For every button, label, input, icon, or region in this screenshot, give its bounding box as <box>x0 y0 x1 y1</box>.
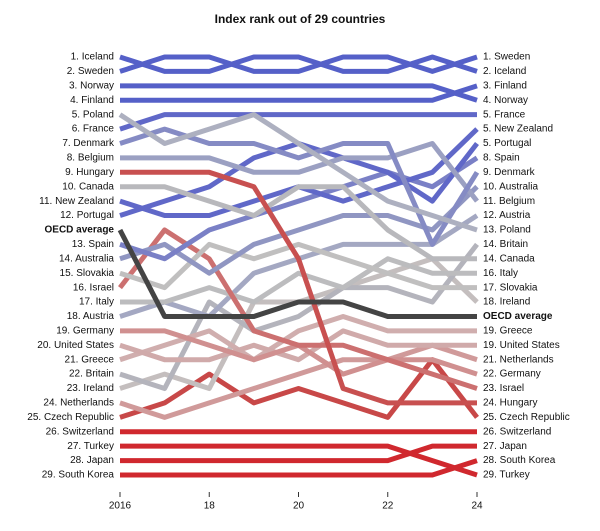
left-label: 26. Switzerland <box>46 426 114 437</box>
rank-line <box>119 313 477 363</box>
right-label: 26. Switzerland <box>483 426 551 437</box>
rank-line <box>120 443 478 478</box>
right-label: 3. Finland <box>483 80 527 91</box>
rank-line <box>119 328 477 363</box>
left-label: 20. United States <box>37 340 114 351</box>
right-label: 17. Slovakia <box>483 282 538 293</box>
right-label: 5. Portugal <box>483 138 531 149</box>
right-label: 19. Greece <box>483 326 533 337</box>
rank-line <box>120 184 477 262</box>
rank-line <box>120 443 477 464</box>
left-label: 23. Ireland <box>67 383 114 394</box>
x-tick-label: 2016 <box>109 501 132 512</box>
rank-line <box>117 228 477 319</box>
right-label: 9. Denmark <box>483 167 536 178</box>
left-label: 18. Austria <box>67 311 115 322</box>
x-tick-label: 18 <box>204 501 216 512</box>
x-tick-label: 22 <box>382 501 394 512</box>
rank-line <box>120 256 477 305</box>
left-label: 25. Czech Republic <box>27 412 114 423</box>
right-label: 13. Poland <box>483 225 531 236</box>
right-label: 5. New Zealand <box>483 124 553 135</box>
right-label: 23. Israel <box>483 383 524 394</box>
left-label: 5. Poland <box>72 109 114 120</box>
rank-line <box>119 140 479 218</box>
labels: 2016 18 20 22 24 29. South Korea 28. South Kor… <box>27 52 569 512</box>
rank-line <box>119 241 477 291</box>
left-label: 21. Greece <box>65 354 115 365</box>
right-label: 12. Austria <box>483 210 531 221</box>
rank-line <box>119 184 479 276</box>
rank-line <box>119 112 477 132</box>
right-label: 1. Sweden <box>483 52 530 63</box>
left-label: 14. Australia <box>59 253 114 264</box>
right-label: 14. Canada <box>483 253 535 264</box>
left-label: 2. Sweden <box>67 66 114 77</box>
lines <box>117 54 480 478</box>
left-label: 28. Japan <box>70 455 114 466</box>
right-label: 24. Hungary <box>483 398 537 409</box>
rank-line <box>120 83 478 103</box>
right-label: 2. Iceland <box>483 66 526 77</box>
left-label: 17. Italy <box>79 297 114 308</box>
rank-line <box>119 54 478 74</box>
right-label: 27. Japan <box>483 441 527 452</box>
right-label: 18. Ireland <box>483 297 530 308</box>
left-label: 7. Denmark <box>62 138 115 149</box>
rank-line <box>118 227 478 391</box>
left-label: 29. South Korea <box>42 470 115 481</box>
left-label: 19. Germany <box>56 326 114 337</box>
left-label: 11. New Zealand <box>39 196 114 207</box>
right-label: 16. Italy <box>483 268 518 279</box>
left-label: 24. Netherlands <box>43 398 114 409</box>
left-label: 4. Finland <box>70 95 114 106</box>
right-label: 14. Britain <box>483 239 528 250</box>
rank-line <box>120 169 477 406</box>
right-label: 4. Norway <box>483 95 528 106</box>
right-label: 19. United States <box>483 340 560 351</box>
right-label: 8. Spain <box>483 153 520 164</box>
left-label: 9. Hungary <box>65 167 114 178</box>
right-label: 25. Czech Republic <box>483 412 570 423</box>
right-label: OECD average <box>483 311 553 322</box>
rank-line <box>120 458 478 478</box>
right-label: 28. South Korea <box>483 455 556 466</box>
right-label: 11. Belgium <box>483 196 535 207</box>
right-label: 29. Turkey <box>483 470 530 481</box>
rank-line <box>119 54 478 74</box>
x-tick-label: 20 <box>293 501 305 512</box>
left-label: 12. Portugal <box>60 210 114 221</box>
chart-title: Index rank out of 29 countries <box>215 12 386 26</box>
left-label: 8. Belgium <box>67 153 114 164</box>
right-label: 22. Germany <box>483 369 541 380</box>
left-label: 6. France <box>72 124 115 135</box>
left-label: OECD average <box>45 225 115 236</box>
right-label: 5. France <box>483 109 526 120</box>
left-label: 3. Norway <box>69 80 114 91</box>
rank-line <box>120 140 479 203</box>
left-label: 15. Slovakia <box>60 268 115 279</box>
left-label: 1. Iceland <box>71 52 114 63</box>
right-label: 10. Australia <box>483 181 538 192</box>
x-tick-label: 24 <box>471 501 483 512</box>
left-label: 22. Britain <box>69 369 114 380</box>
right-label: 21. Netherlands <box>483 354 554 365</box>
rank-line <box>118 112 478 233</box>
left-label: 13. Spain <box>72 239 114 250</box>
rank-line <box>119 342 478 420</box>
left-label: 10. Canada <box>62 181 114 192</box>
rank-line <box>120 83 478 103</box>
left-label: 27. Turkey <box>67 441 114 452</box>
rank-line <box>119 357 479 420</box>
left-label: 16. Israel <box>73 282 114 293</box>
rank-line <box>119 155 479 262</box>
